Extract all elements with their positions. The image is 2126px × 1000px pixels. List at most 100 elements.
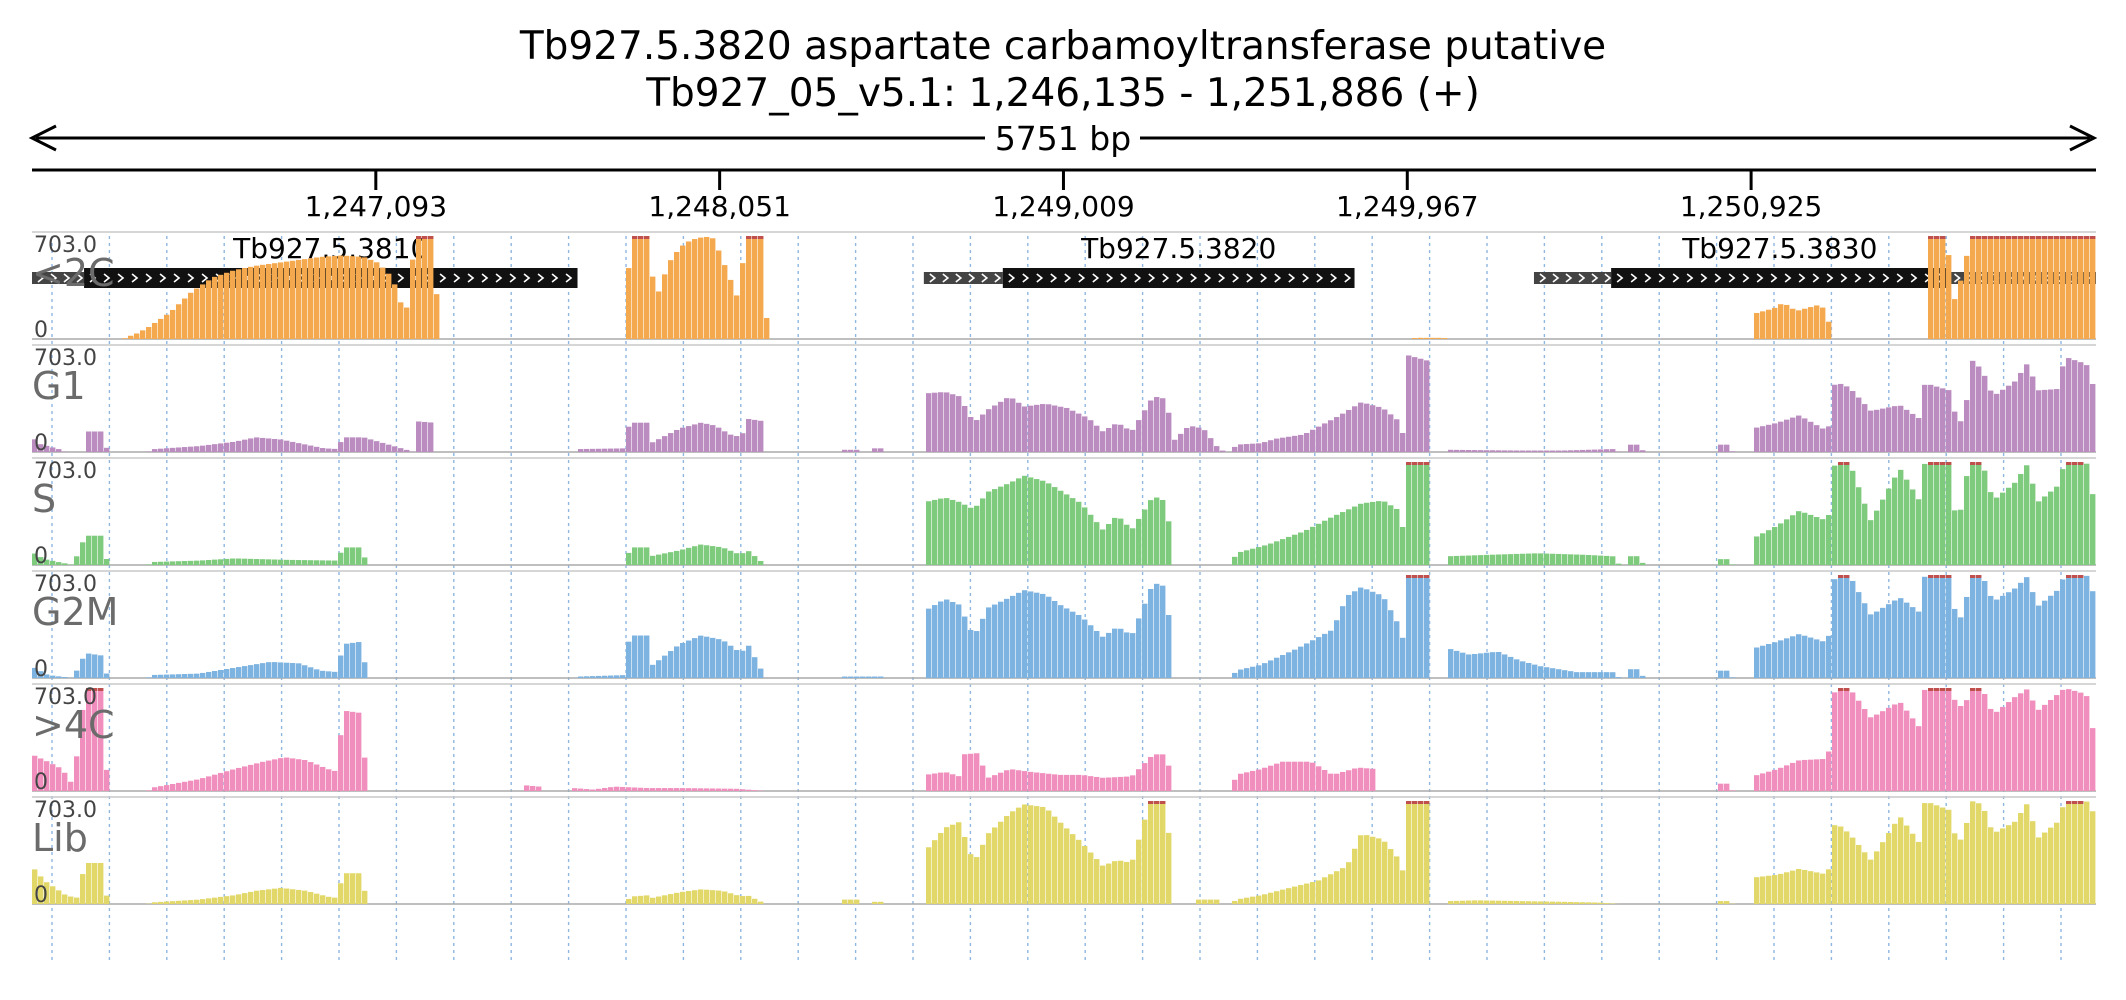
- coverage-bar: [212, 670, 218, 678]
- coverage-bar: [1454, 555, 1460, 565]
- coverage-bar: [608, 448, 614, 452]
- coverage-bar: [1322, 769, 1328, 791]
- coverage-bar: [752, 657, 758, 678]
- coverage-bar: [1550, 901, 1556, 904]
- coverage-bar: [1850, 837, 1856, 904]
- coverage-bar: [854, 676, 860, 678]
- clip-marker: [1940, 575, 1946, 578]
- coverage-bar: [1076, 774, 1082, 791]
- coverage-bar: [362, 437, 368, 452]
- coverage-bar: [638, 236, 644, 339]
- coverage-bar: [86, 653, 92, 678]
- coverage-bar: [1916, 841, 1922, 904]
- coverage-bar: [1994, 393, 2000, 452]
- coverage-bar: [1370, 501, 1376, 565]
- coverage-bar: [848, 449, 854, 452]
- coverage-bar: [1088, 625, 1094, 678]
- coverage-bar: [1778, 640, 1784, 678]
- coverage-bar: [698, 635, 704, 678]
- coverage-bar: [350, 873, 356, 904]
- coverage-bar: [398, 448, 404, 452]
- coverage-bar: [626, 898, 632, 904]
- coverage-bar: [1028, 805, 1034, 904]
- coverage-bar: [2066, 462, 2072, 565]
- coverage-bar: [182, 298, 188, 339]
- coverage-bar: [728, 550, 734, 565]
- coverage-bar: [638, 422, 644, 452]
- coverage-bar: [344, 873, 350, 904]
- coverage-bar: [1358, 587, 1364, 678]
- coverage-bar: [716, 639, 722, 678]
- coverage-bar: [584, 448, 590, 452]
- coverage-bar: [1826, 426, 1832, 452]
- strand-chevron: [1106, 273, 1114, 283]
- coverage-bar: [1106, 428, 1112, 452]
- coverage-bar: [716, 890, 722, 904]
- coverage-bar: [1946, 255, 1952, 339]
- coverage-bar: [1028, 477, 1034, 565]
- clip-marker: [1418, 462, 1424, 465]
- coverage-bar: [1544, 901, 1550, 904]
- coverage-bar: [746, 645, 752, 678]
- coverage-bar: [158, 318, 164, 339]
- coverage-bar: [356, 642, 362, 678]
- strand-chevron: [1190, 273, 1198, 283]
- coverage-bar: [56, 676, 62, 678]
- coverage-bar: [1094, 776, 1100, 791]
- coverage-bar: [2006, 385, 2012, 452]
- coverage-bar: [1250, 548, 1256, 565]
- coverage-bar: [1484, 554, 1490, 565]
- coverage-bar: [1346, 770, 1352, 791]
- coverage-bar: [158, 561, 164, 565]
- coverage-bar: [1796, 868, 1802, 904]
- coverage-bar: [356, 437, 362, 452]
- strand-chevron: [1728, 273, 1736, 283]
- coverage-bar: [1772, 642, 1778, 678]
- coverage-bar: [1058, 774, 1064, 791]
- coverage-bar: [1064, 774, 1070, 791]
- strand-chevron: [1176, 273, 1184, 283]
- gene-model[interactable]: Tb927.5.3830: [1533, 232, 2096, 288]
- coverage-bar: [956, 822, 962, 904]
- coverage-bar: [434, 294, 440, 339]
- coverage-bar: [218, 896, 224, 904]
- coverage-bar: [1046, 810, 1052, 904]
- clip-marker: [1970, 688, 1976, 691]
- coverage-bar: [1820, 759, 1826, 791]
- strand-chevron: [1686, 273, 1694, 283]
- coverage-bar: [1976, 688, 1982, 791]
- coverage-bar: [1952, 608, 1958, 678]
- coverage-bar: [1778, 304, 1784, 339]
- coverage-bar: [350, 547, 356, 565]
- coverage-bar: [1556, 669, 1562, 678]
- coverage-bar: [2018, 813, 2024, 904]
- strand-chevron: [50, 273, 58, 283]
- coverage-bar: [752, 898, 758, 904]
- coverage-bar: [1118, 518, 1124, 565]
- coverage-bar: [212, 559, 218, 565]
- coverage-bar: [1718, 901, 1724, 904]
- coverage-bar: [1808, 759, 1814, 791]
- coverage-bar: [650, 897, 656, 904]
- coverage-bar: [1730, 564, 1736, 565]
- coverage-bar: [2054, 236, 2060, 339]
- coverage-bar: [1526, 662, 1532, 678]
- coverage-bar: [272, 438, 278, 452]
- coverage-bar: [1166, 521, 1172, 565]
- coverage-bar: [1370, 591, 1376, 678]
- coverage-bar: [1328, 874, 1334, 904]
- coverage-bar: [302, 560, 308, 565]
- coverage-bar: [1934, 575, 1940, 678]
- coverage-bar: [332, 770, 338, 791]
- coverage-bar: [404, 307, 410, 339]
- coverage-bar: [1856, 700, 1862, 791]
- coverage-bar: [1208, 438, 1214, 452]
- coverage-bar: [1382, 841, 1388, 904]
- coverage-bar: [1052, 601, 1058, 678]
- coverage-bar: [1022, 406, 1028, 452]
- coverage-bar: [1118, 424, 1124, 452]
- coverage-bar: [50, 886, 56, 904]
- coverage-bar: [1580, 554, 1586, 565]
- gene-model[interactable]: Tb927.5.3820: [923, 232, 1355, 288]
- coverage-bar: [692, 638, 698, 678]
